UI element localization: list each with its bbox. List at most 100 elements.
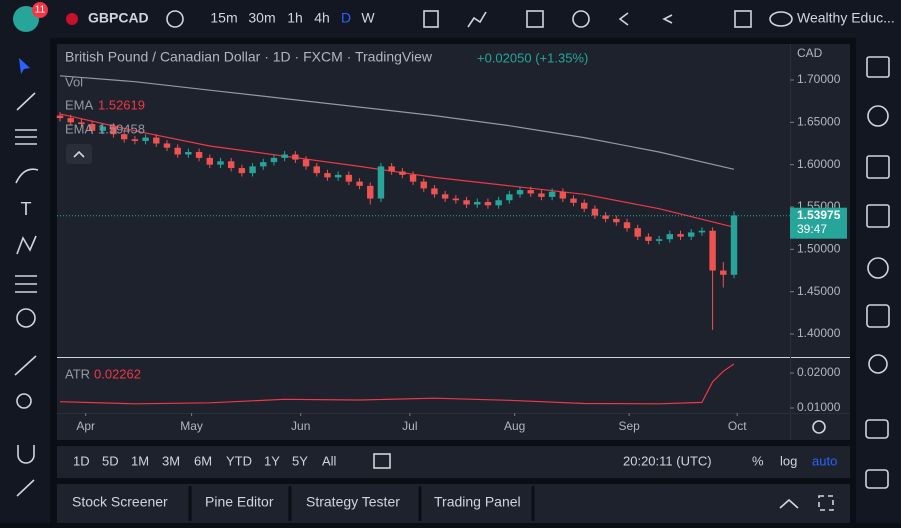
range-button[interactable]: 5Y — [292, 453, 308, 468]
magnet-tool[interactable] — [17, 445, 35, 464]
y-tick-label: 1.45000 — [797, 284, 841, 298]
alerts[interactable] — [867, 105, 889, 127]
interval-button[interactable]: 30m — [248, 10, 275, 26]
log-toggle[interactable]: log — [780, 453, 797, 468]
candle-body — [56, 115, 64, 119]
panel-tab[interactable]: Trading Panel — [434, 494, 521, 510]
range-button[interactable]: 5D — [102, 453, 119, 468]
y-tick-label: 1.70000 — [797, 72, 841, 86]
candle-body — [292, 154, 299, 160]
candle-body — [281, 154, 288, 158]
range-button[interactable]: 1D — [73, 453, 90, 468]
candle-body — [174, 147, 181, 155]
forecast-tool[interactable] — [15, 275, 37, 293]
fullscreen[interactable] — [734, 10, 752, 28]
text-tool[interactable]: T — [21, 199, 32, 219]
calendar[interactable] — [866, 304, 890, 328]
auto-toggle[interactable]: auto — [812, 453, 837, 468]
candle-body — [420, 181, 427, 189]
range-button[interactable]: YTD — [226, 453, 252, 468]
legend-value: 1.59458 — [98, 121, 145, 136]
chart-type[interactable] — [423, 10, 439, 28]
lock-tool[interactable] — [16, 479, 35, 497]
indicators[interactable] — [467, 11, 487, 28]
replay[interactable] — [618, 12, 629, 26]
percent-toggle[interactable]: % — [752, 453, 764, 468]
ruler-tool[interactable] — [14, 355, 37, 376]
cloud[interactable] — [769, 11, 793, 27]
range-button[interactable]: 1Y — [264, 453, 280, 468]
y-tick-label: 1.60000 — [797, 157, 841, 171]
candle-body — [538, 193, 545, 197]
candle-body — [463, 200, 470, 205]
candle-body — [249, 166, 256, 174]
range-button[interactable]: 3M — [162, 453, 180, 468]
candle-body — [527, 190, 534, 194]
candle-body — [367, 185, 374, 199]
right-toolbar — [856, 38, 901, 523]
data-window[interactable] — [866, 204, 890, 228]
messages[interactable] — [865, 469, 889, 489]
atr-value: 0.02262 — [94, 366, 141, 381]
candle-body — [153, 137, 160, 144]
fib-tool[interactable] — [15, 129, 37, 145]
icons-tool[interactable] — [16, 308, 36, 328]
panel-collapse[interactable] — [779, 498, 799, 509]
ideas[interactable] — [868, 354, 888, 374]
pattern-tool[interactable] — [16, 235, 37, 255]
currency[interactable]: CAD — [797, 46, 823, 60]
candle-body — [655, 239, 663, 241]
undo[interactable] — [662, 14, 673, 24]
candle-body — [270, 157, 278, 163]
x-tick-label: Oct — [728, 419, 747, 433]
candle-body — [142, 137, 149, 141]
x-tick-label: May — [180, 419, 203, 433]
candle-body — [452, 198, 460, 201]
candle-body — [548, 191, 556, 197]
interval-button[interactable]: 1h — [287, 10, 303, 26]
panel-tab[interactable]: Stock Screener — [72, 494, 168, 510]
panel-maximize[interactable] — [818, 495, 834, 511]
candle-body — [238, 168, 246, 174]
panel-tab[interactable]: Pine Editor — [205, 494, 274, 510]
range-button[interactable]: 6M — [194, 453, 212, 468]
candle-body — [227, 161, 235, 169]
range-button[interactable]: 1M — [131, 453, 149, 468]
account[interactable]: Wealthy Educ... — [797, 10, 895, 26]
candle-body — [399, 171, 406, 175]
panel-tab[interactable]: Strategy Tester — [306, 494, 400, 510]
alert[interactable] — [572, 10, 590, 28]
layouts[interactable] — [526, 10, 544, 28]
candle-body — [377, 166, 385, 199]
collapse-legend[interactable] — [66, 144, 92, 164]
x-tick-label: Jul — [402, 419, 417, 433]
clock[interactable]: 20:20:11 (UTC) — [623, 453, 712, 468]
interval-button[interactable]: D — [341, 10, 351, 26]
add-symbol[interactable] — [166, 10, 184, 28]
candle-body — [409, 174, 417, 182]
chats[interactable] — [865, 419, 889, 439]
news[interactable] — [866, 155, 890, 179]
trend-line-tool[interactable] — [16, 92, 36, 111]
settings[interactable] — [812, 420, 826, 434]
chart-area — [57, 44, 850, 440]
candle-body — [110, 126, 117, 135]
candle-body — [506, 194, 513, 201]
interval-button[interactable]: 4h — [314, 10, 330, 26]
interval-button[interactable]: W — [361, 10, 375, 26]
brush-tool[interactable] — [15, 168, 39, 184]
candle-body — [516, 190, 524, 195]
symbol[interactable]: GBPCAD — [88, 10, 149, 26]
candle-body — [185, 151, 192, 155]
watchlist[interactable] — [866, 56, 890, 78]
date-range-icon[interactable] — [373, 453, 391, 469]
last-price-label: 1.53975 — [797, 208, 841, 222]
zoom-tool[interactable] — [16, 393, 32, 409]
interval-button[interactable]: 15m — [210, 10, 237, 26]
atr-tick-label: 0.02000 — [797, 365, 841, 379]
candle-body — [709, 230, 716, 271]
hotlists[interactable] — [867, 257, 889, 279]
range-button[interactable]: All — [322, 453, 337, 468]
cursor-tool[interactable] — [19, 58, 30, 74]
